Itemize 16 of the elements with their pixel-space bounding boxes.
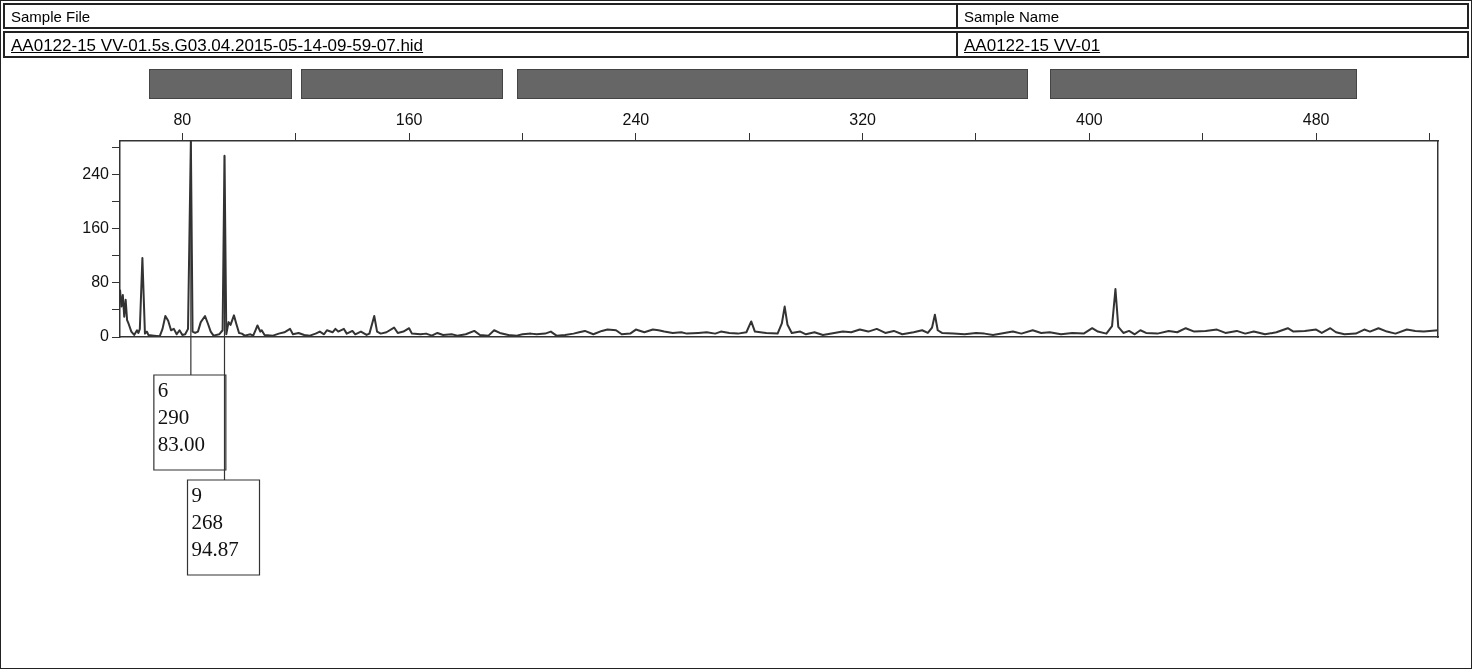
text: AA0122-15 VV-01 (956, 31, 1469, 58)
y-tick-label: 160 (82, 219, 110, 237)
annotation: 9 268 94.87 (191, 483, 239, 562)
x-tick-label: 480 (1302, 110, 1330, 128)
x-tick-label: 160 (395, 110, 423, 128)
x-tick-label: 320 (849, 110, 877, 128)
text: AA0122-15 VV-01.5s.G03.04.2015-05-14-09-59-07.hid (3, 31, 958, 58)
y-tick-label: 240 (82, 165, 110, 183)
y-tick-label: 0 (100, 327, 110, 345)
x-tick-label: 80 (173, 110, 192, 128)
text: Sample File (3, 3, 958, 29)
y-tick-label: 80 (91, 273, 110, 291)
text: Sample Name (956, 3, 1469, 29)
annotation: 6 290 83.00 (157, 378, 206, 457)
x-tick-label: 400 (1076, 110, 1103, 128)
x-tick-label: 240 (622, 110, 650, 128)
